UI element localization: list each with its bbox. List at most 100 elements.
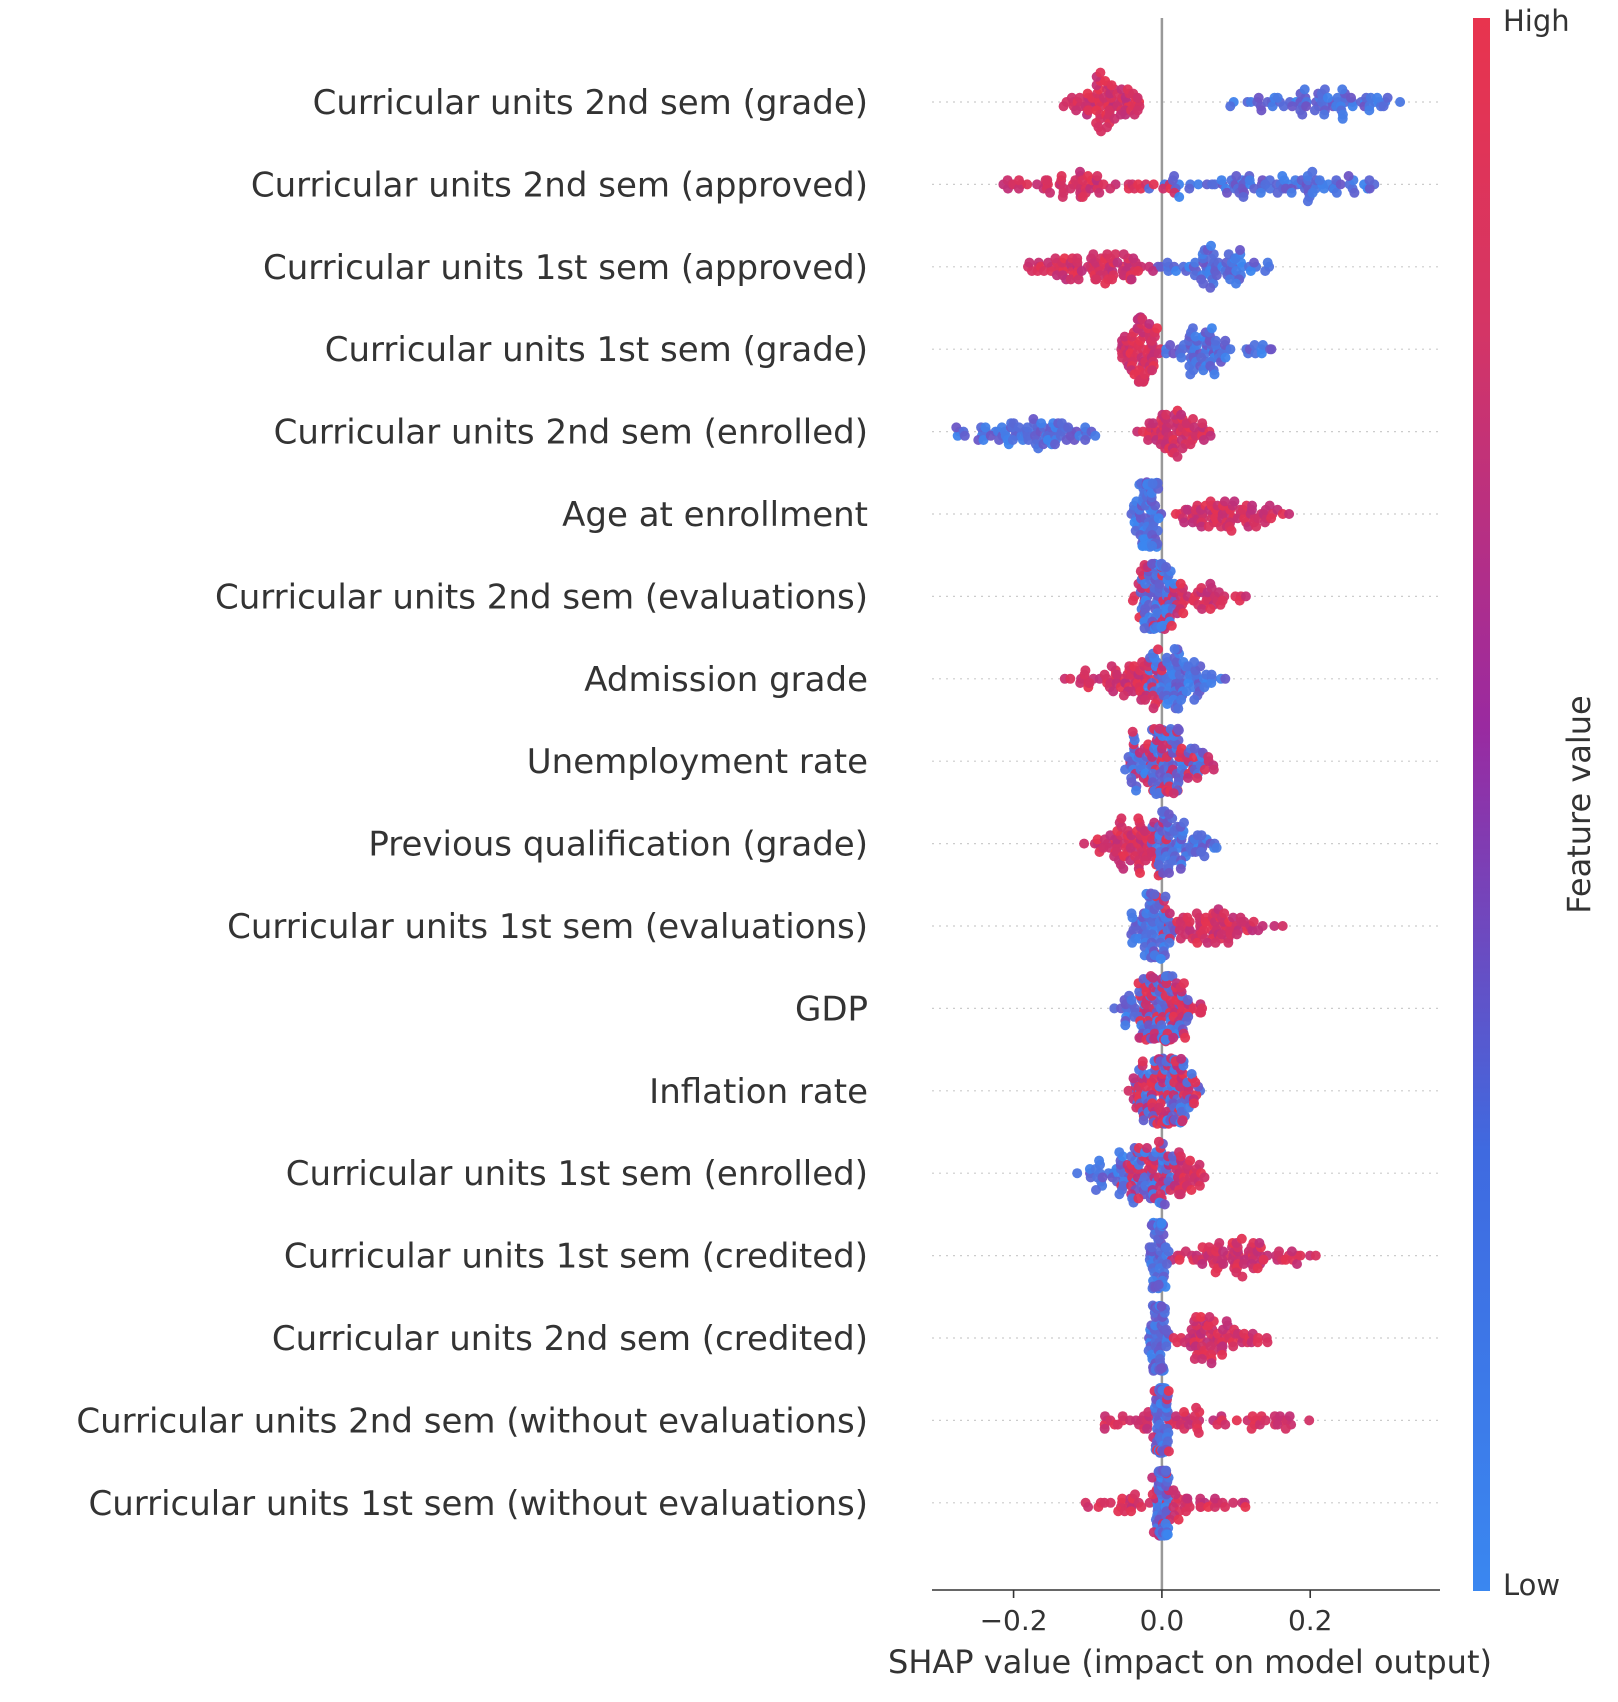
shap-point xyxy=(1266,513,1277,524)
shap-point xyxy=(1156,621,1167,632)
x-tick-label: −0.2 xyxy=(980,1604,1048,1637)
shap-point xyxy=(1179,1407,1189,1417)
shap-point xyxy=(1219,908,1230,919)
shap-point xyxy=(1188,414,1198,424)
x-tick-label: 0.2 xyxy=(1288,1604,1333,1637)
shap-point xyxy=(1079,838,1090,849)
shap-point xyxy=(1147,478,1158,489)
shap-point xyxy=(1190,331,1201,342)
shap-point xyxy=(1182,1493,1193,1504)
shap-point xyxy=(1156,1218,1167,1229)
shap-point xyxy=(1172,451,1183,462)
shap-point xyxy=(1284,1411,1295,1422)
shap-point xyxy=(1168,1032,1179,1043)
shap-point xyxy=(1220,352,1231,363)
colorbar: High Low Feature value xyxy=(1473,4,1598,1602)
shap-point xyxy=(1256,348,1267,359)
shap-point xyxy=(985,430,996,441)
shap-point xyxy=(1028,414,1039,424)
shap-point xyxy=(980,422,991,433)
shap-point xyxy=(1220,673,1231,684)
shap-point xyxy=(1189,694,1200,705)
shap-point xyxy=(1132,105,1143,116)
shap-point xyxy=(1228,912,1239,923)
shap-point xyxy=(1153,644,1163,655)
shap-point xyxy=(1117,1411,1128,1422)
shap-point xyxy=(1182,912,1193,923)
shap-point xyxy=(1153,513,1164,524)
shap-point xyxy=(1161,1324,1172,1335)
shap-point xyxy=(1206,678,1217,688)
shap-point xyxy=(1277,171,1288,181)
shap-point xyxy=(1216,175,1227,186)
feature-label: Curricular units 2nd sem (approved) xyxy=(251,165,868,205)
x-axis: −0.2 0.0 0.2 xyxy=(932,1589,1440,1637)
shap-point xyxy=(1245,266,1256,276)
shap-point xyxy=(1236,1233,1247,1244)
shap-point xyxy=(1206,323,1217,334)
shap-point xyxy=(1256,105,1267,116)
feature-label: Age at enrollment xyxy=(562,495,868,535)
shap-point xyxy=(1249,257,1259,268)
shap-point xyxy=(1171,266,1181,276)
shap-point xyxy=(1074,92,1085,103)
shap-point xyxy=(1196,1007,1207,1018)
shap-point xyxy=(1161,409,1172,420)
beeswarm-dots xyxy=(951,67,1406,1541)
shap-point xyxy=(1169,644,1180,654)
shap-point xyxy=(1128,1073,1139,1084)
shap-point xyxy=(1153,1279,1164,1290)
shap-point xyxy=(1183,1011,1194,1022)
shap-point xyxy=(1160,1242,1171,1253)
shap-point xyxy=(1219,496,1230,507)
shap-point xyxy=(1247,500,1258,511)
shap-point xyxy=(1228,1341,1239,1352)
feature-label: Curricular units 2nd sem (credited) xyxy=(272,1319,868,1359)
shap-point xyxy=(1160,891,1171,902)
shap-point xyxy=(1161,348,1172,359)
shap-point xyxy=(1210,1267,1221,1278)
shap-point xyxy=(1159,1199,1170,1210)
shap-point xyxy=(1182,995,1193,1005)
shap-point xyxy=(1099,669,1110,680)
shap-point xyxy=(1152,323,1163,334)
shap-point xyxy=(1191,908,1202,919)
shap-point xyxy=(1214,1238,1225,1248)
shap-point xyxy=(1131,785,1141,796)
shap-point xyxy=(1272,187,1283,198)
shap-point xyxy=(1130,1489,1140,1500)
shap-point xyxy=(1217,1349,1228,1360)
shap-point xyxy=(1133,266,1144,276)
shap-point xyxy=(1280,1423,1291,1434)
shap-point xyxy=(1183,773,1193,783)
shap-point xyxy=(1252,1263,1263,1274)
shap-point xyxy=(1307,166,1318,177)
shap-point xyxy=(1203,521,1214,532)
shap-point xyxy=(1139,623,1150,634)
shap-point xyxy=(1168,788,1179,799)
shap-point xyxy=(1205,430,1216,441)
shap-point xyxy=(1171,1411,1181,1422)
shap-point xyxy=(1092,834,1103,845)
shap-point xyxy=(1090,430,1101,441)
shap-point xyxy=(1073,274,1084,285)
shap-point xyxy=(1217,595,1228,606)
shap-point xyxy=(1319,109,1330,120)
shap-point xyxy=(1222,187,1232,198)
shap-point xyxy=(1220,1419,1231,1430)
shap-point xyxy=(1024,257,1035,268)
shap-point xyxy=(1155,953,1166,964)
shap-point xyxy=(1262,257,1273,268)
shap-point xyxy=(1148,179,1159,190)
shap-point xyxy=(1120,1020,1131,1031)
shap-point xyxy=(1272,1419,1283,1430)
shap-point xyxy=(1133,1193,1144,1204)
shap-point xyxy=(1118,863,1129,874)
feature-label: Curricular units 1st sem (evaluations) xyxy=(227,907,868,947)
shap-point xyxy=(1163,1446,1174,1457)
shap-point xyxy=(1114,1189,1125,1200)
shap-point xyxy=(1189,1354,1200,1364)
shap-point xyxy=(1274,1246,1284,1257)
shap-point xyxy=(1039,266,1049,276)
shap-point xyxy=(1137,313,1148,324)
